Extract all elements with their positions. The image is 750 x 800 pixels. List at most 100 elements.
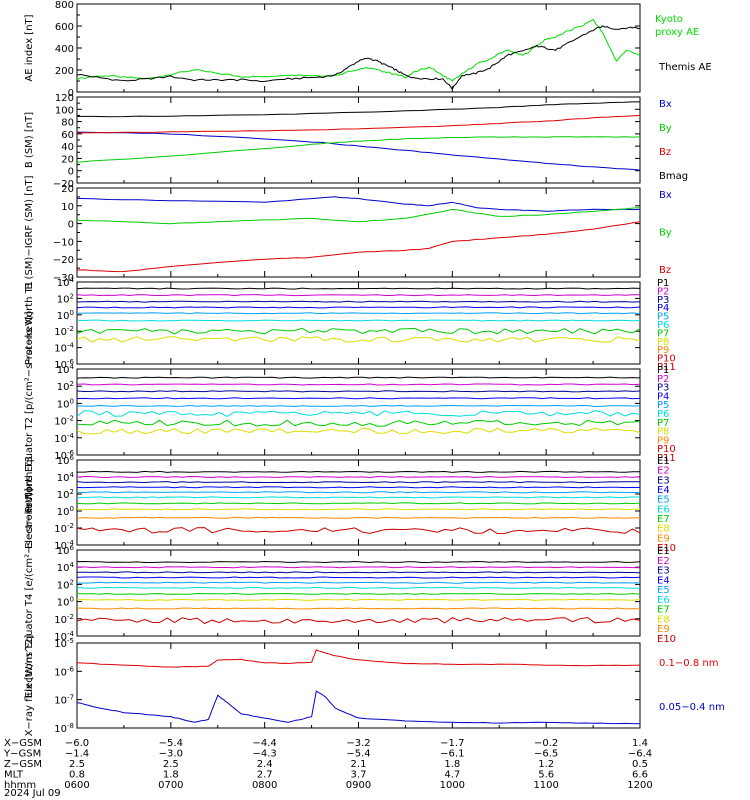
- series-line-E1: [76, 560, 641, 564]
- legend-label: By: [659, 228, 672, 239]
- legend-label: By: [659, 123, 672, 134]
- series-line-E6: [76, 496, 640, 499]
- legend-label: Kyoto: [655, 14, 683, 25]
- series-line-P5: [76, 312, 641, 315]
- ephemeris-value: 1200: [627, 780, 652, 791]
- ephemeris-value: 0.5: [632, 759, 648, 770]
- series-line-E6: [76, 586, 641, 589]
- legend-label: E2: [657, 556, 670, 567]
- legend-label: E6: [657, 504, 670, 515]
- y-tick-label: 10-7: [54, 694, 74, 707]
- panel-frame: [76, 96, 641, 184]
- y-tick-label: 600: [55, 22, 74, 33]
- panel-frame: [76, 281, 641, 365]
- legend-label: P9: [657, 345, 669, 356]
- series-line-P8: [76, 336, 641, 343]
- ephemeris-value: 1.8: [163, 770, 179, 781]
- y-tick-label: 0: [68, 88, 74, 99]
- y-tick-label: 0: [68, 167, 74, 178]
- series-line-E1: [77, 470, 640, 473]
- series-line-By: [76, 136, 641, 163]
- y-tick-label: 102: [57, 578, 74, 591]
- legend-label: P10: [657, 354, 676, 365]
- legend-label: 0.05−0.4 nm: [659, 702, 725, 713]
- ephemeris-row-label: hhmm: [4, 780, 36, 791]
- legend-label: P3: [657, 295, 669, 306]
- y-tick-label: 10-8: [54, 722, 74, 735]
- ephemeris-value: −1.7: [440, 738, 464, 749]
- y-tick-label: 100: [57, 596, 74, 609]
- y-tick-label: 80: [61, 118, 74, 129]
- series-line-E5: [77, 581, 641, 584]
- legend-label: P2: [657, 286, 669, 297]
- y-axis-label: X−ray flux [W/m^2]: [24, 634, 35, 736]
- ephemeris-value: 2.7: [257, 770, 273, 781]
- y-tick-label: 106: [57, 544, 75, 557]
- y-tick-label: 100: [57, 505, 74, 518]
- ephemeris-value: −4.4: [253, 738, 277, 749]
- legend-label: P1: [657, 278, 669, 289]
- ephemeris-row-label: Y−GSM: [3, 749, 41, 760]
- series-line-P3: [76, 390, 641, 393]
- panel-1: AE index [nT] Kyoto proxy AE Themis AE: [24, 3, 712, 93]
- ephemeris-row-label: X−GSM: [4, 738, 42, 749]
- series-line-P7: [76, 419, 641, 427]
- y-tick-label: 0: [68, 220, 74, 231]
- series-line-E2: [76, 475, 641, 479]
- legend-label: P4: [657, 391, 669, 402]
- series-line-E9: [76, 607, 641, 610]
- legend-label: P4: [657, 303, 669, 314]
- series-line-Bx: [76, 196, 641, 212]
- y-tick-label: 104: [57, 471, 75, 484]
- series-line-E2: [76, 566, 641, 569]
- series-line-Bmag: [77, 101, 640, 118]
- ephemeris-value: 0900: [346, 780, 371, 791]
- series-line-Kyoto proxy AE: [76, 18, 641, 82]
- y-tick-label: 104: [57, 561, 75, 574]
- ephemeris-value: −1.4: [65, 749, 89, 760]
- y-tick-label: 10-6: [54, 665, 74, 678]
- legend-label: E8: [657, 524, 670, 535]
- legend-label: E1: [657, 456, 670, 467]
- series-line-P5: [76, 404, 640, 408]
- panel-frame: [76, 642, 641, 729]
- series-line-P8: [76, 427, 641, 435]
- ephemeris-value: −3.2: [346, 738, 370, 749]
- y-tick-label: 10-2: [54, 613, 74, 626]
- y-tick-label: 20: [61, 154, 74, 165]
- series-line-E10: [76, 527, 641, 535]
- ephemeris-value: 4.7: [444, 770, 460, 781]
- y-tick-label: 20: [61, 184, 74, 195]
- y-tick-label: 10-4: [54, 539, 74, 552]
- legend-label: E10: [657, 634, 676, 645]
- y-tick-label: 100: [57, 397, 74, 410]
- y-tick-label: 10-6: [54, 449, 74, 462]
- series-line-E9: [76, 516, 640, 519]
- ephemeris-value: −5.4: [159, 738, 183, 749]
- y-tick-label: −30: [53, 273, 74, 284]
- y-tick-label: 102: [57, 292, 74, 305]
- legend-label: 0.1−0.8 nm: [659, 658, 718, 669]
- legend-label: P8: [657, 337, 669, 348]
- series-line-P2: [76, 294, 640, 297]
- series-line-Themis AE: [76, 25, 641, 91]
- y-tick-label: 10-6: [54, 358, 74, 371]
- ephemeris-value: 3.7: [351, 770, 367, 781]
- legend-label: P5: [657, 400, 669, 411]
- panel-frame: [76, 549, 641, 637]
- series-line-E4: [76, 576, 641, 579]
- ephemeris-value: −6.5: [534, 749, 558, 760]
- ephemeris-value: 2.1: [351, 759, 367, 770]
- panel-frame: [76, 368, 641, 456]
- ephemeris-value: −6.1: [440, 749, 464, 760]
- legend-label: E7: [657, 514, 670, 525]
- series-line-E7: [76, 592, 641, 595]
- series-line-E4: [76, 486, 641, 489]
- ephemeris-value: 0.8: [69, 770, 85, 781]
- ephemeris-value: −0.2: [534, 738, 558, 749]
- y-tick-label: 106: [57, 454, 75, 467]
- legend-label: E10: [657, 543, 676, 554]
